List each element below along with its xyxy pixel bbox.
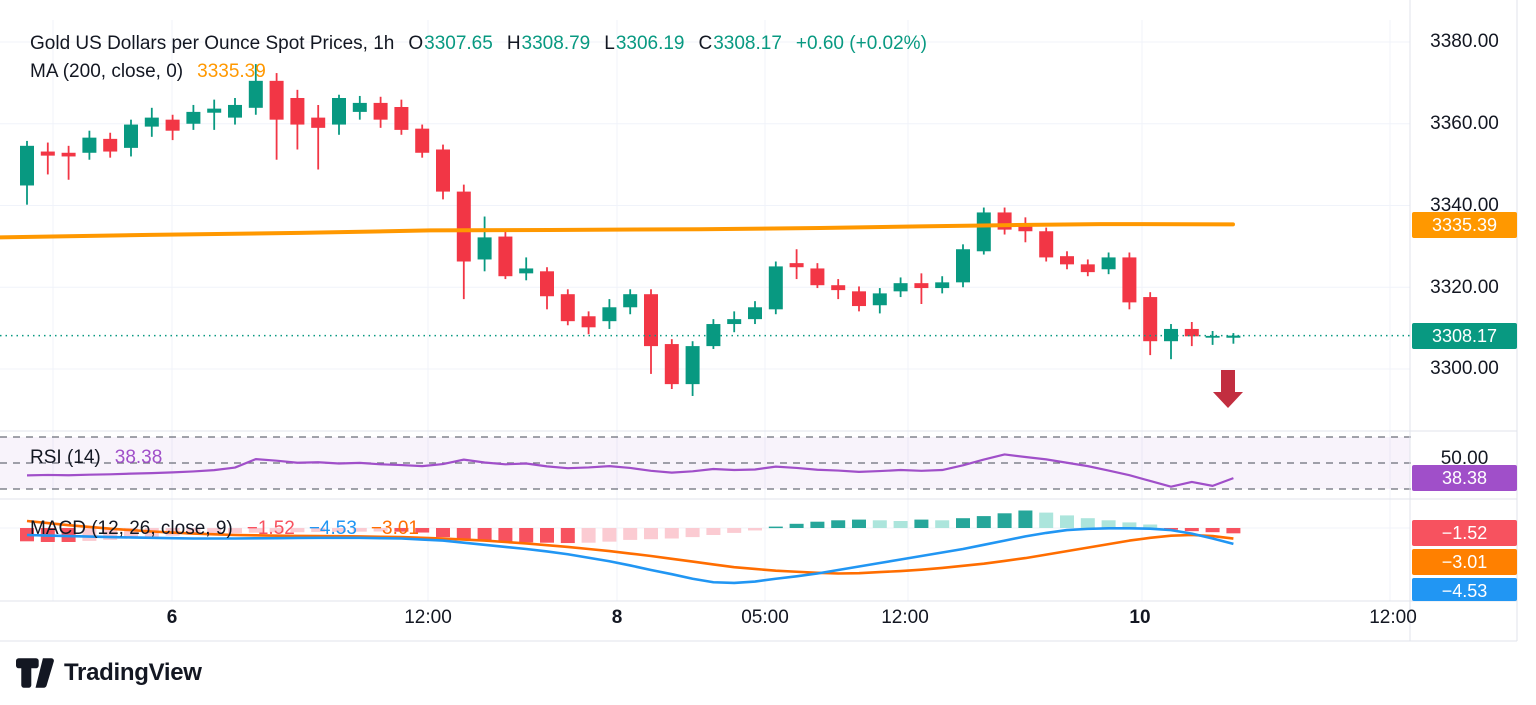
macd-value-badge: −1.52 [1412,520,1517,546]
rsi-legend-value: 38.38 [114,447,163,468]
time-axis-label: 12:00 [404,607,452,628]
symbol-title[interactable]: Gold US Dollars per Ounce Spot Prices, 1… [30,33,395,54]
rsi-legend[interactable]: RSI (14) 38.38 [30,446,162,470]
time-axis-label: 12:00 [1369,607,1417,628]
close-label: C [698,33,713,54]
price-axis-label: 3300.00 [1430,358,1499,379]
high-value: 3308.79 [521,33,591,54]
macd-line-value: −4.53 [308,518,357,539]
price-axis-label: 3380.00 [1430,31,1499,52]
macd-histogram-value: −1.52 [246,518,295,539]
ma-legend-value: 3335.39 [197,61,266,82]
open-value: 3307.65 [424,33,493,54]
tradingview-logo-icon [16,658,54,688]
low-label: L [604,33,615,54]
price-axis-label: 3320.00 [1430,277,1499,298]
macd-legend-label: MACD (12, 26, close, 9) [30,518,233,539]
rsi-value-badge: 38.38 [1412,465,1517,491]
close-value: 3308.17 [713,33,782,54]
ma-legend-label: MA (200, close, 0) [30,61,184,82]
time-axis-label: 12:00 [881,607,929,628]
macd-value-badge: −3.01 [1412,549,1517,575]
main-legend: Gold US Dollars per Ounce Spot Prices, 1… [30,32,927,56]
tradingview-logo[interactable]: TradingView [16,658,202,688]
ma-legend[interactable]: MA (200, close, 0) 3335.39 [30,60,266,84]
time-axis-label: 10 [1129,607,1151,628]
tradingview-logo-text: TradingView [64,659,202,686]
chart-plot-area[interactable] [0,0,1536,645]
price-axis-label: 3360.00 [1430,113,1499,134]
change-value: +0.60 (+0.02%) [795,33,927,54]
macd-value-badge: −4.53 [1412,578,1517,601]
macd-legend[interactable]: MACD (12, 26, close, 9) −1.52 −4.53 −3.0… [30,517,419,541]
time-axis-label: 05:00 [741,607,789,628]
time-axis-label: 8 [611,607,623,628]
open-label: O [408,33,424,54]
ohlc-values: O 3307.65 H 3308.79 L 3306.19 C 3308.17 +0.6… [408,32,927,56]
ma-value-badge: 3335.39 [1412,212,1517,238]
rsi-axis-label: 50.00 [1440,448,1489,469]
price-axis-label: 3340.00 [1430,195,1499,216]
high-label: H [506,33,521,54]
rsi-legend-label: RSI (14) [30,447,101,468]
last-price-badge: 3308.17 [1412,323,1517,349]
low-value: 3306.19 [615,33,685,54]
time-axis-label: 6 [166,607,178,628]
macd-signal-value: −3.01 [370,518,419,539]
